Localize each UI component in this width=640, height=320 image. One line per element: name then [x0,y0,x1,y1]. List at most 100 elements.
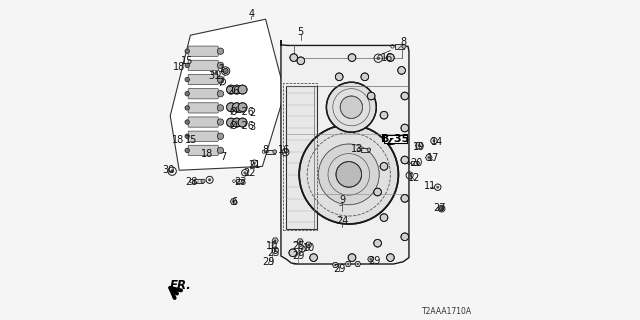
Text: 26: 26 [227,86,240,96]
Circle shape [348,254,356,261]
Text: 31: 31 [208,71,221,81]
Text: Ø–26: Ø–26 [229,120,254,131]
Circle shape [185,148,189,153]
Circle shape [185,134,189,139]
Text: 8: 8 [400,36,406,47]
Polygon shape [170,19,285,170]
Circle shape [319,144,379,205]
Circle shape [218,105,224,111]
Circle shape [326,82,376,132]
Circle shape [401,156,409,164]
Bar [361,148,369,152]
Circle shape [376,56,380,60]
Circle shape [218,91,224,97]
Polygon shape [367,257,374,262]
Circle shape [232,118,241,127]
Text: 7: 7 [220,152,227,162]
Circle shape [310,254,317,261]
Circle shape [253,162,256,164]
Circle shape [428,156,430,159]
Circle shape [223,68,228,74]
Circle shape [336,162,362,187]
Bar [266,149,275,154]
Text: 16: 16 [381,52,394,63]
Text: 29: 29 [292,251,305,261]
Text: 2: 2 [250,108,256,118]
FancyBboxPatch shape [188,131,218,141]
Text: 18: 18 [173,62,186,72]
Bar [194,179,203,183]
Circle shape [440,207,444,211]
Text: 23: 23 [234,177,247,187]
Polygon shape [426,155,432,160]
Polygon shape [272,238,278,243]
Circle shape [417,162,420,165]
FancyBboxPatch shape [188,103,218,113]
Circle shape [398,67,406,74]
Text: 29: 29 [262,257,275,267]
Circle shape [218,62,224,68]
Text: 20: 20 [410,158,422,168]
Circle shape [290,54,298,61]
Circle shape [402,44,406,48]
Text: 29: 29 [333,264,346,274]
Text: 25: 25 [292,241,305,252]
Circle shape [208,178,211,181]
Text: 5: 5 [298,27,304,37]
Circle shape [348,54,356,61]
Text: 10: 10 [266,241,278,251]
Text: 25: 25 [268,248,280,258]
Text: T2AAA1710A: T2AAA1710A [422,308,472,316]
Text: B-35: B-35 [381,134,410,144]
Text: 27: 27 [434,203,446,213]
Polygon shape [297,239,303,244]
Text: 28: 28 [185,177,198,187]
Text: 4: 4 [248,9,254,20]
Circle shape [401,195,409,202]
Circle shape [380,214,388,221]
Circle shape [335,73,343,81]
Circle shape [436,186,439,189]
Circle shape [401,92,409,100]
Circle shape [185,92,189,96]
Text: 29: 29 [368,256,381,266]
Polygon shape [281,40,409,264]
Circle shape [301,248,303,250]
Circle shape [307,244,310,246]
Circle shape [367,148,371,152]
Bar [287,86,317,229]
Circle shape [387,54,394,61]
Circle shape [284,151,287,154]
Circle shape [380,163,388,170]
Text: 24: 24 [336,216,349,226]
Circle shape [334,264,337,266]
Text: 21: 21 [248,160,260,171]
Circle shape [299,241,301,243]
Polygon shape [345,261,351,267]
Circle shape [297,57,305,65]
Circle shape [201,179,205,183]
Bar [236,179,243,183]
FancyBboxPatch shape [188,60,218,70]
Circle shape [185,49,189,53]
Bar [411,161,418,165]
Circle shape [238,118,247,127]
Circle shape [185,106,189,110]
Circle shape [227,118,236,127]
Circle shape [218,133,224,140]
Text: 12: 12 [408,172,420,183]
Bar [395,44,404,49]
Circle shape [347,263,349,265]
Circle shape [408,174,411,177]
Polygon shape [332,262,339,268]
Circle shape [433,140,435,142]
Circle shape [289,249,296,257]
Circle shape [380,111,388,119]
Circle shape [274,249,276,252]
Text: 14: 14 [431,137,443,148]
Circle shape [299,125,398,224]
Circle shape [232,200,235,203]
Text: 18: 18 [201,148,214,159]
Circle shape [221,80,224,83]
Circle shape [232,103,241,112]
